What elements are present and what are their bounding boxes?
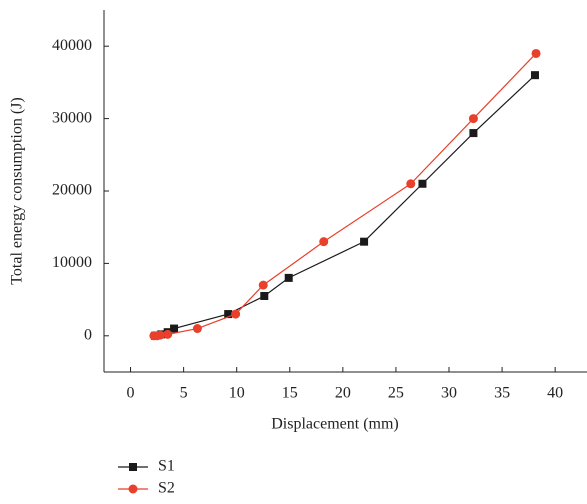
y-tick-label: 40000 [52, 37, 92, 54]
marker [530, 71, 539, 80]
y-tick-label: 0 [84, 326, 92, 343]
legend-marker [129, 463, 137, 471]
marker [155, 330, 165, 340]
y-tick-label: 20000 [52, 182, 92, 199]
series-line [153, 53, 537, 337]
marker [469, 129, 478, 138]
x-tick-label: 10 [229, 385, 245, 402]
y-axis-label: Total energy consumption (J) [9, 97, 26, 284]
marker [360, 237, 369, 246]
x-tick-label: 15 [282, 385, 298, 402]
marker [231, 309, 241, 319]
x-tick-label: 5 [180, 385, 188, 402]
marker [406, 179, 416, 189]
marker [192, 324, 202, 334]
x-axis-label: Displacement (mm) [271, 416, 399, 433]
legend-marker [128, 484, 138, 494]
x-tick-label: 40 [547, 385, 563, 402]
marker [163, 329, 173, 339]
legend-label: S2 [158, 480, 175, 497]
marker [319, 237, 329, 247]
y-tick-label: 30000 [52, 109, 92, 126]
x-tick-label: 30 [441, 385, 457, 402]
marker [418, 179, 427, 188]
x-tick-label: 35 [494, 385, 510, 402]
marker [224, 310, 233, 319]
legend-label: S1 [158, 458, 175, 475]
x-tick-label: 0 [127, 385, 135, 402]
marker [531, 48, 541, 58]
marker [284, 273, 293, 282]
marker [170, 324, 179, 333]
x-tick-label: 20 [335, 385, 351, 402]
marker [260, 291, 269, 300]
marker [258, 280, 268, 290]
x-tick-label: 25 [388, 385, 404, 402]
marker [468, 114, 478, 124]
y-tick-label: 10000 [52, 254, 92, 271]
